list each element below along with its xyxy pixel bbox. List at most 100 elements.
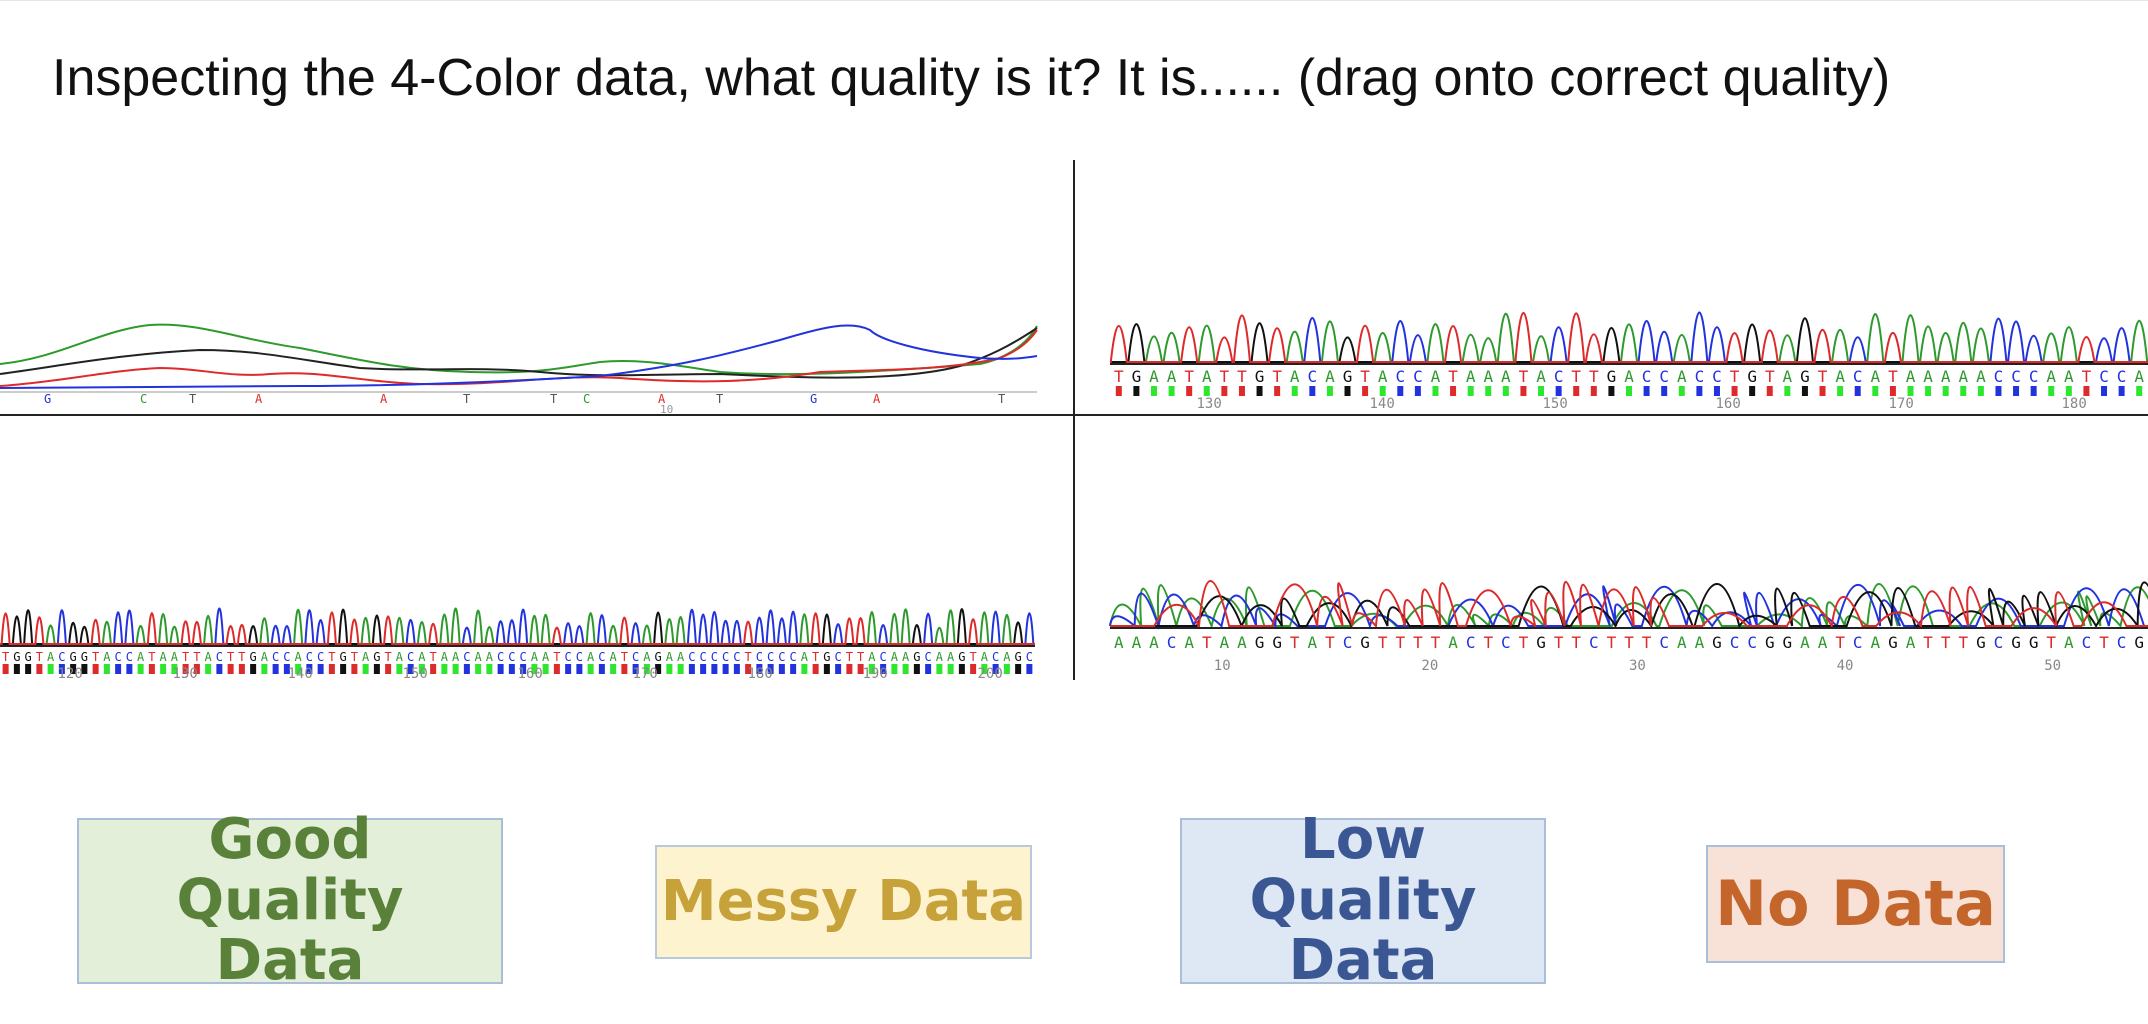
quality-marker: [947, 664, 954, 674]
quality-marker: [1520, 386, 1527, 396]
quality-marker: [497, 664, 504, 674]
quality-marker: [1661, 386, 1668, 396]
base-call: A: [587, 650, 595, 664]
quality-marker: [1942, 386, 1949, 396]
base-call: A: [677, 650, 685, 664]
base-call: G: [655, 650, 662, 664]
quality-marker: [745, 664, 752, 674]
position-label: 50: [2044, 658, 2061, 674]
base-call: T: [1958, 633, 1968, 652]
answer-messy-data[interactable]: Messy Data: [655, 845, 1032, 959]
answer-low-label: Low Quality Data: [1249, 807, 1477, 994]
quality-marker: [486, 664, 493, 674]
base-call: T: [1114, 367, 1124, 386]
base-call: A: [610, 650, 618, 664]
base-call: A: [1431, 367, 1441, 386]
quality-marker: [2065, 386, 2072, 396]
quality-marker: [812, 664, 819, 674]
base-call: A: [2046, 367, 2056, 386]
quality-marker: [2118, 386, 2125, 396]
base-call: A: [1941, 367, 1951, 386]
answer-no-data[interactable]: No Data: [1706, 845, 2005, 963]
base-call: A: [1677, 633, 1687, 652]
quality-marker: [70, 664, 77, 674]
base-call: C: [992, 650, 999, 664]
quality-marker: [1766, 386, 1773, 396]
base-call: T: [1624, 633, 1634, 652]
answer-good-quality-data[interactable]: Good Quality Data: [77, 809, 503, 991]
base-call: A: [1290, 367, 1300, 386]
base-call: A: [1202, 367, 1212, 386]
quality-marker: [2101, 386, 2108, 396]
quality-marker: [92, 664, 99, 674]
base-call: A: [801, 650, 809, 664]
base-call: T: [2099, 633, 2109, 652]
base-call: A: [902, 650, 910, 664]
quality-marker: [823, 664, 830, 674]
base-call: A: [947, 650, 955, 664]
base-call: A: [1871, 633, 1881, 652]
quality-marker: [317, 664, 324, 674]
quality-marker: [576, 664, 583, 674]
base-call: A: [1783, 367, 1793, 386]
quality-marker: [1573, 386, 1580, 396]
position-label: 180: [748, 666, 773, 680]
quality-marker: [1309, 386, 1316, 396]
quality-marker: [373, 664, 380, 674]
quality-marker: [756, 664, 763, 674]
quality-marker: [25, 664, 32, 674]
quality-marker: [1889, 386, 1896, 396]
answer-messy-label: Messy Data: [660, 868, 1027, 934]
quality-marker: [520, 664, 527, 674]
svg-text:T: T: [998, 392, 1005, 406]
quality-marker: [126, 664, 133, 674]
position-label: 30: [1629, 658, 1646, 674]
base-call: A: [1906, 633, 1916, 652]
base-call: C: [1026, 650, 1033, 664]
base-call: A: [1149, 367, 1159, 386]
quality-marker: [463, 664, 470, 674]
base-call: C: [598, 650, 605, 664]
base-call: C: [722, 650, 729, 664]
base-call: T: [1395, 633, 1405, 652]
quality-marker: [13, 664, 20, 674]
base-call: T: [238, 650, 245, 664]
trace-T: [0, 611, 1035, 645]
base-call: A: [362, 650, 370, 664]
quality-marker: [238, 664, 245, 674]
svg-text:T: T: [189, 392, 196, 406]
base-call: A: [542, 650, 550, 664]
base-call: A: [1167, 367, 1177, 386]
quality-marker: [700, 664, 707, 674]
base-call: C: [2029, 367, 2039, 386]
quality-marker: [193, 664, 200, 674]
base-call: G: [1607, 367, 1617, 386]
base-call: C: [711, 650, 718, 664]
base-call: C: [767, 650, 774, 664]
base-call: G: [1976, 633, 1986, 652]
quality-marker: [610, 664, 617, 674]
base-call: A: [1003, 650, 1011, 664]
base-call: A: [396, 650, 404, 664]
base-call: A: [1132, 633, 1142, 652]
quality-marker: [362, 664, 369, 674]
base-call: C: [1501, 633, 1511, 652]
quality-marker: [182, 664, 189, 674]
base-call: T: [1765, 367, 1775, 386]
svg-text:A: A: [658, 392, 666, 406]
base-call: T: [92, 650, 99, 664]
answer-low-quality-data[interactable]: Low Quality Data: [1180, 809, 1546, 991]
base-call: C: [463, 650, 470, 664]
quality-marker: [1590, 386, 1597, 396]
base-call: C: [306, 650, 313, 664]
svg-text:T: T: [550, 392, 557, 406]
base-call: C: [407, 650, 414, 664]
base-call: T: [970, 650, 977, 664]
quality-marker: [1115, 386, 1122, 396]
quality-marker: [1626, 386, 1632, 396]
quality-marker: [1485, 386, 1492, 396]
base-call: G: [81, 650, 88, 664]
base-call: A: [1835, 367, 1845, 386]
